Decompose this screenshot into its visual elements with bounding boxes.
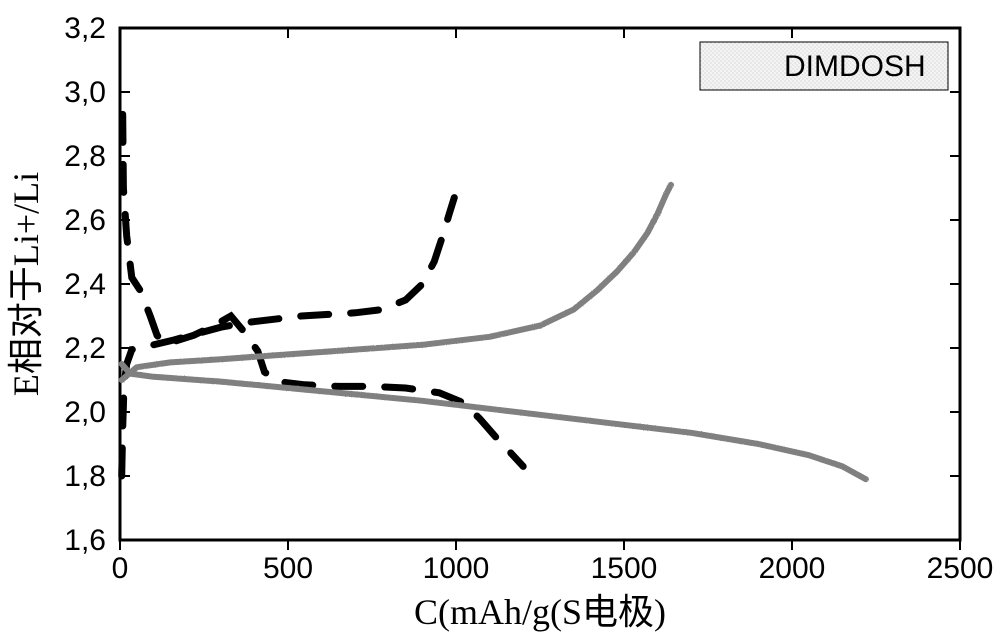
x-tick-label: 0 [112, 552, 129, 585]
dimdosh-charge-curve [122, 185, 671, 380]
y-tick-label: 2,8 [64, 140, 106, 173]
x-tick-label: 1500 [591, 552, 658, 585]
y-tick-label: 2,0 [64, 396, 106, 429]
y-tick-label: 2,6 [64, 204, 106, 237]
y-tick-label: 3,0 [64, 76, 106, 109]
y-tick-label: 3,2 [64, 12, 106, 45]
y-tick-label: 2,4 [64, 268, 106, 301]
dashed-discharge-curve [123, 114, 524, 466]
y-axis-label: E相对于Li+/Li [6, 172, 46, 396]
dimdosh-discharge-curve [122, 364, 866, 479]
dashed-charge-curve [122, 198, 455, 476]
y-tick-label: 1,8 [64, 460, 106, 493]
legend-label: DIMDOSH [784, 50, 926, 83]
x-axis-label: C(mAh/g(S电极) [414, 592, 666, 632]
y-tick-label: 2,2 [64, 332, 106, 365]
chart-svg: 0 500 1000 1500 2000 2500 1,6 1,8 2,0 2,2 2,4 2,6 2,… [0, 0, 1000, 644]
x-tick-label: 500 [263, 552, 313, 585]
x-tick-label: 1000 [423, 552, 490, 585]
x-tick-label: 2000 [759, 552, 826, 585]
y-tick-label: 1,6 [64, 524, 106, 557]
chart-container: 0 500 1000 1500 2000 2500 1,6 1,8 2,0 2,2 2,4 2,6 2,… [0, 0, 1000, 644]
x-tick-label: 2500 [927, 552, 994, 585]
